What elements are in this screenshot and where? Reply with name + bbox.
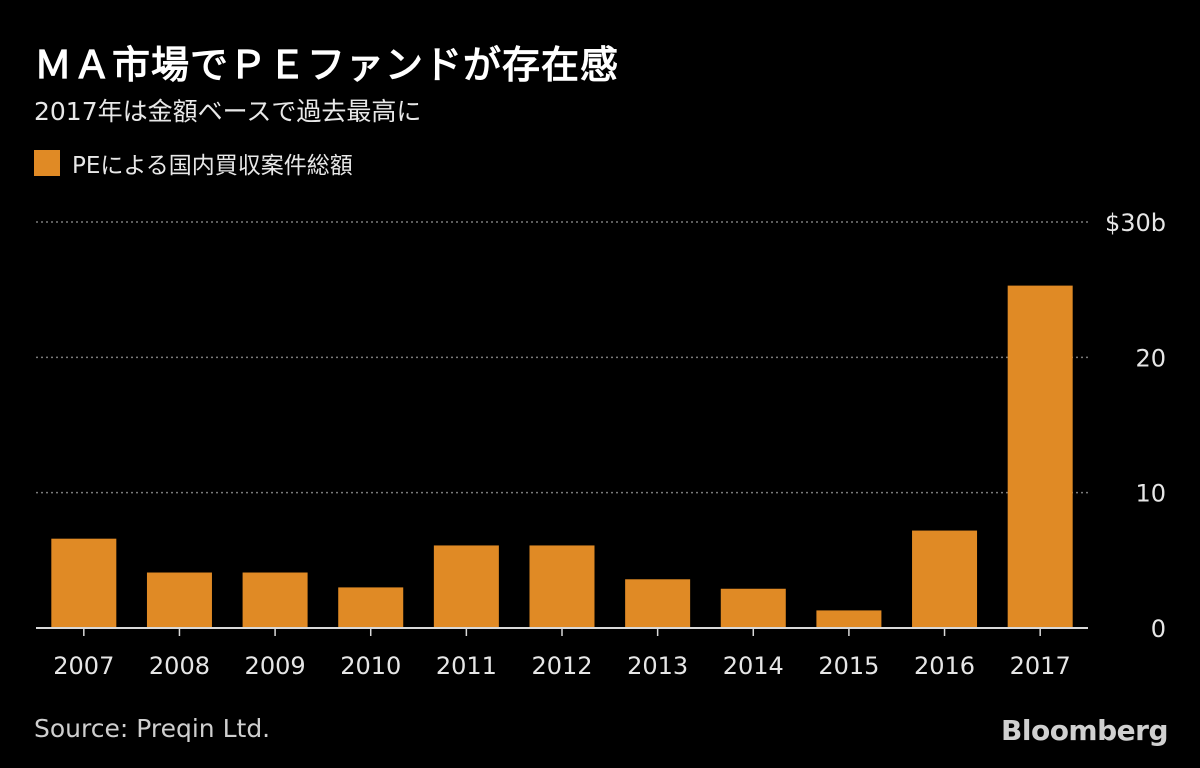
bar — [816, 610, 882, 628]
x-tick-label: 2009 — [245, 652, 306, 680]
y-tick-label: 20 — [1135, 344, 1166, 372]
legend-swatch — [34, 150, 60, 176]
source-note: Source: Preqin Ltd. — [34, 714, 271, 743]
x-tick-label: 2007 — [53, 652, 114, 680]
bar — [1007, 285, 1073, 628]
chart-title: ＭＡ市場でＰＥファンドが存在感 — [34, 43, 620, 87]
x-tick-label: 2017 — [1010, 652, 1071, 680]
x-tick-label: 2014 — [723, 652, 784, 680]
bar — [242, 572, 308, 628]
bar — [338, 587, 404, 628]
bar — [433, 545, 499, 628]
x-tick-label: 2010 — [340, 652, 401, 680]
x-tick-label: 2016 — [914, 652, 975, 680]
x-tick-label: 2012 — [531, 652, 592, 680]
x-tick-label: 2011 — [436, 652, 497, 680]
y-tick-label: 10 — [1135, 480, 1166, 508]
bar — [51, 538, 117, 628]
bloomberg-logo: Bloomberg — [1001, 714, 1168, 747]
x-tick-label: 2015 — [818, 652, 879, 680]
y-tick-label: 0 — [1151, 615, 1166, 643]
chart-subtitle: 2017年は金額ベースで過去最高に — [34, 97, 422, 126]
bar — [720, 588, 786, 628]
bar — [529, 545, 595, 628]
legend: PEによる国内買収案件総額 — [34, 146, 353, 180]
bar — [912, 530, 978, 628]
bar — [625, 579, 691, 628]
legend-label: PEによる国内買収案件総額 — [72, 153, 353, 179]
x-tick-label: 2008 — [149, 652, 210, 680]
y-tick-label: $30b — [1105, 209, 1166, 237]
x-tick-label: 2013 — [627, 652, 688, 680]
bar — [146, 572, 212, 628]
